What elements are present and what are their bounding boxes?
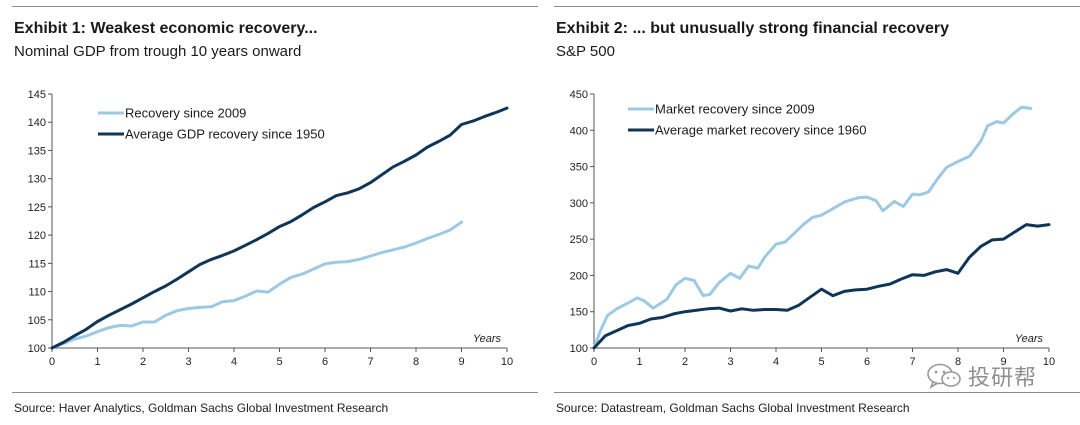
exhibit-2-panel: Exhibit 2: ... but unusually strong fina… — [554, 0, 1080, 425]
x-tick-label: 10 — [1043, 356, 1055, 368]
y-tick-label: 110 — [28, 287, 46, 299]
x-tick-label: 6 — [864, 356, 870, 368]
top-rule — [554, 6, 1080, 7]
y-tick-label: 120 — [28, 230, 46, 242]
x-tick-label: 4 — [773, 356, 779, 368]
exhibit-1-source: Source: Haver Analytics, Goldman Sachs G… — [14, 401, 389, 415]
x-tick-label: 2 — [682, 356, 688, 368]
x-tick-label: 10 — [501, 356, 513, 368]
x-axis-label: Years — [473, 333, 502, 345]
top-rule — [12, 6, 538, 7]
x-axis-label: Years — [1015, 333, 1044, 345]
legend-label-2: Average GDP recovery since 1950 — [125, 127, 325, 142]
y-tick-label: 200 — [570, 270, 588, 282]
exhibit-1-title: Exhibit 1: Weakest economic recovery... — [14, 20, 318, 37]
y-tick-label: 135 — [28, 145, 46, 157]
x-tick-label: 1 — [636, 356, 642, 368]
watermark: 投研帮 — [926, 361, 1037, 391]
y-tick-label: 350 — [570, 162, 588, 174]
x-tick-label: 6 — [322, 356, 328, 368]
y-tick-label: 115 — [28, 258, 46, 270]
exhibit-2-chart: 100 150 200 250 300 350 400 450 0 1 2 3 4 5 6 7 8 9 10 Year… — [570, 89, 1055, 368]
exhibit-1-panel: Exhibit 1: Weakest economic recovery... … — [12, 0, 538, 425]
y-tick-label: 400 — [570, 125, 588, 137]
x-tick-label: 3 — [727, 356, 733, 368]
y-tick-label: 105 — [28, 315, 46, 327]
x-tick-label: 0 — [591, 356, 597, 368]
x-tick-label: 7 — [909, 356, 915, 368]
watermark-text: 投研帮 — [968, 365, 1038, 390]
exhibit-2-source: Source: Datastream, Goldman Sachs Global… — [556, 401, 910, 415]
exhibit-2-title: Exhibit 2: ... but unusually strong fina… — [556, 20, 949, 37]
legend-label-2: Average market recovery since 1960 — [655, 123, 866, 138]
series-line-1 — [592, 105, 1033, 350]
y-tick-label: 150 — [570, 307, 588, 319]
wechat-icon — [927, 363, 961, 389]
y-tick-label: 300 — [570, 198, 588, 210]
x-tick-label: 8 — [413, 356, 419, 368]
y-tick-label: 250 — [570, 234, 588, 246]
x-tick-label: 4 — [231, 356, 237, 368]
y-tick-label: 140 — [28, 117, 46, 129]
x-tick-label: 3 — [185, 356, 191, 368]
x-tick-label: 5 — [818, 356, 824, 368]
x-tick-label: 5 — [276, 356, 282, 368]
bottom-rule — [554, 392, 1080, 393]
series-line-2 — [592, 223, 1051, 350]
y-tick-label: 125 — [28, 202, 46, 214]
x-tick-label: 0 — [49, 356, 55, 368]
exhibit-2-subtitle: S&P 500 — [556, 43, 615, 60]
exhibit-1-subtitle: Nominal GDP from trough 10 years onward — [14, 43, 302, 60]
y-tick-label: 130 — [28, 174, 46, 186]
x-tick-label: 9 — [458, 356, 464, 368]
series-line-2 — [50, 106, 509, 350]
x-tick-label: 7 — [367, 356, 373, 368]
legend-label-1: Market recovery since 2009 — [655, 102, 815, 117]
legend-label-1: Recovery since 2009 — [125, 106, 246, 121]
y-tick-label: 100 — [28, 343, 46, 355]
x-tick-label: 9 — [1000, 356, 1006, 368]
bottom-rule — [12, 392, 538, 393]
x-tick-label: 1 — [94, 356, 100, 368]
y-tick-label: 450 — [570, 89, 588, 101]
series-line-1 — [50, 220, 463, 350]
y-tick-label: 100 — [570, 343, 588, 355]
x-tick-label: 2 — [140, 356, 146, 368]
x-tick-label: 8 — [955, 356, 961, 368]
y-tick-label: 145 — [28, 89, 46, 101]
exhibit-1-chart: 100 105 110 115 120 125 130 135 140 145 0 1 2 3 4 5 6 7 8 9… — [28, 89, 513, 368]
